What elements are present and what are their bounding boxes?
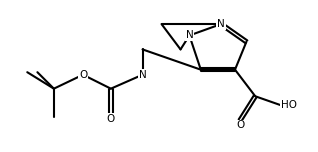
Text: O: O	[107, 114, 115, 124]
Text: O: O	[79, 70, 87, 80]
Text: N: N	[217, 19, 225, 29]
Text: HO: HO	[280, 100, 297, 110]
Text: O: O	[236, 120, 244, 130]
Text: N: N	[139, 70, 146, 80]
Text: N: N	[185, 30, 193, 40]
